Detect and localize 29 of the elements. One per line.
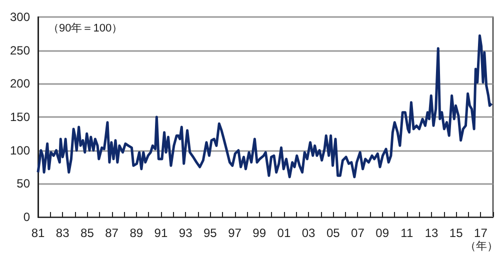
x-tick-label: 17 [474, 226, 488, 240]
x-tick-label: 89 [130, 226, 144, 240]
y-tick-label: 50 [16, 176, 30, 191]
y-tick-label: 150 [10, 110, 30, 124]
x-tick-label: 07 [351, 226, 365, 240]
x-tick-label: 81 [31, 226, 45, 240]
y-tick-label: 300 [10, 10, 30, 24]
x-tick-label: 11 [400, 226, 414, 240]
x-tick-label: 97 [228, 226, 242, 240]
x-axis-title: （年） [465, 240, 498, 252]
x-tick-label: 87 [105, 226, 119, 240]
x-tick-label: 85 [80, 226, 94, 240]
x-tick-label: 95 [203, 226, 218, 240]
line-series [36, 34, 493, 178]
y-tick-label: 200 [10, 76, 30, 91]
x-tick-label: 13 [424, 226, 439, 240]
x-tick-label: 01 [277, 226, 291, 240]
x-tick-label: 15 [449, 226, 464, 240]
x-tick-label: 83 [56, 226, 70, 240]
x-tick-label: 99 [252, 226, 266, 240]
x-tick-label: 03 [302, 226, 316, 240]
y-tick-label: 0 [23, 210, 30, 224]
x-tick-label: 05 [326, 226, 340, 240]
x-tick-label: 09 [376, 226, 390, 240]
x-tick-label: 93 [178, 226, 193, 240]
annotation: （90年＝100） [48, 22, 123, 34]
y-tick-label: 100 [10, 143, 30, 158]
y-tick-label: 250 [10, 43, 30, 58]
x-tick-label: 91 [154, 226, 168, 240]
